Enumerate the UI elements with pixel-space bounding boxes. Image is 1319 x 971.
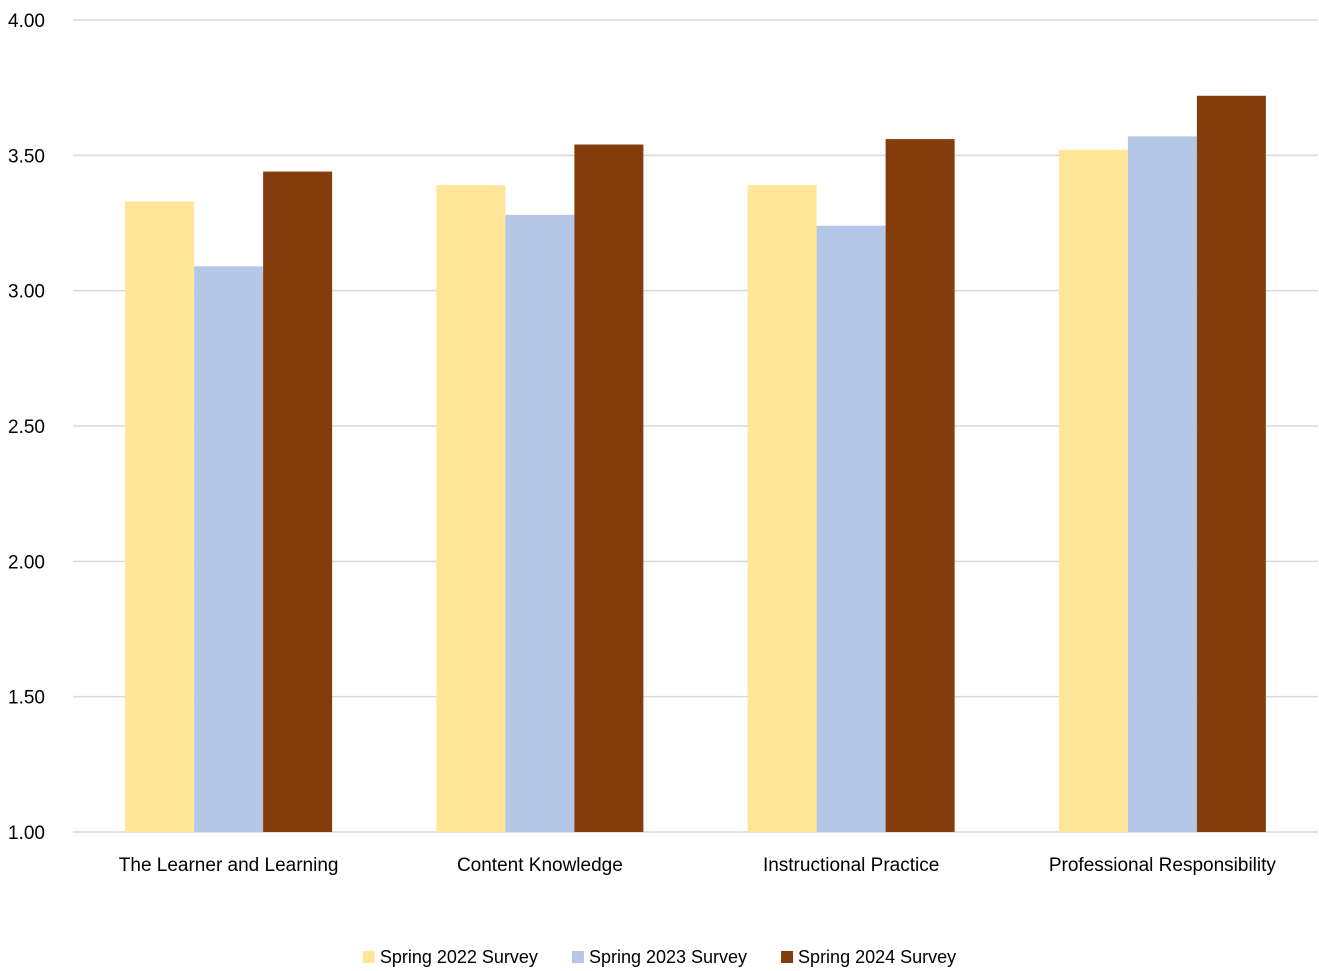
bar-2-4: [1127, 136, 1197, 833]
bar-3-2: [574, 144, 644, 833]
y-tick-label: 4.00: [8, 11, 45, 32]
y-tick-label: 3.50: [8, 146, 45, 167]
y-tick-label: 1.00: [8, 823, 45, 844]
x-axis: The Learner and Learning Content Knowledg…: [119, 855, 1277, 876]
y-tick-label: 2.00: [8, 552, 45, 573]
bar-3-4: [1196, 95, 1266, 832]
y-axis: 1.00 1.50 2.00 2.50 3.00 3.50 4.00: [8, 11, 45, 844]
x-tick-label: Professional Responsibility: [1049, 855, 1277, 876]
bar-1-4: [1058, 149, 1128, 833]
bar-1-2: [436, 185, 506, 832]
bar-3-1: [263, 171, 333, 832]
bars: [125, 95, 1266, 833]
bar-2-1: [194, 266, 264, 833]
bar-2-2: [505, 214, 575, 832]
legend-swatch-2: [571, 951, 584, 963]
bar-3-3: [885, 139, 955, 833]
y-tick-label: 2.50: [8, 417, 45, 438]
bar-1-3: [747, 185, 817, 832]
legend: Spring 2022 Survey Spring 2023 Survey Spri…: [362, 947, 956, 967]
x-tick-label: The Learner and Learning: [119, 855, 339, 876]
y-tick-label: 1.50: [8, 688, 45, 709]
legend-label: Spring 2022 Survey: [380, 947, 538, 967]
x-tick-label: Instructional Practice: [763, 855, 939, 876]
legend-swatch-3: [781, 951, 794, 963]
x-tick-label: Content Knowledge: [457, 855, 623, 876]
bar-2-3: [816, 225, 886, 832]
bar-1-1: [125, 201, 195, 832]
y-tick-label: 3.00: [8, 282, 45, 303]
legend-label: Spring 2023 Survey: [589, 947, 747, 967]
legend-label: Spring 2024 Survey: [798, 947, 956, 967]
legend-swatch-1: [362, 951, 375, 963]
